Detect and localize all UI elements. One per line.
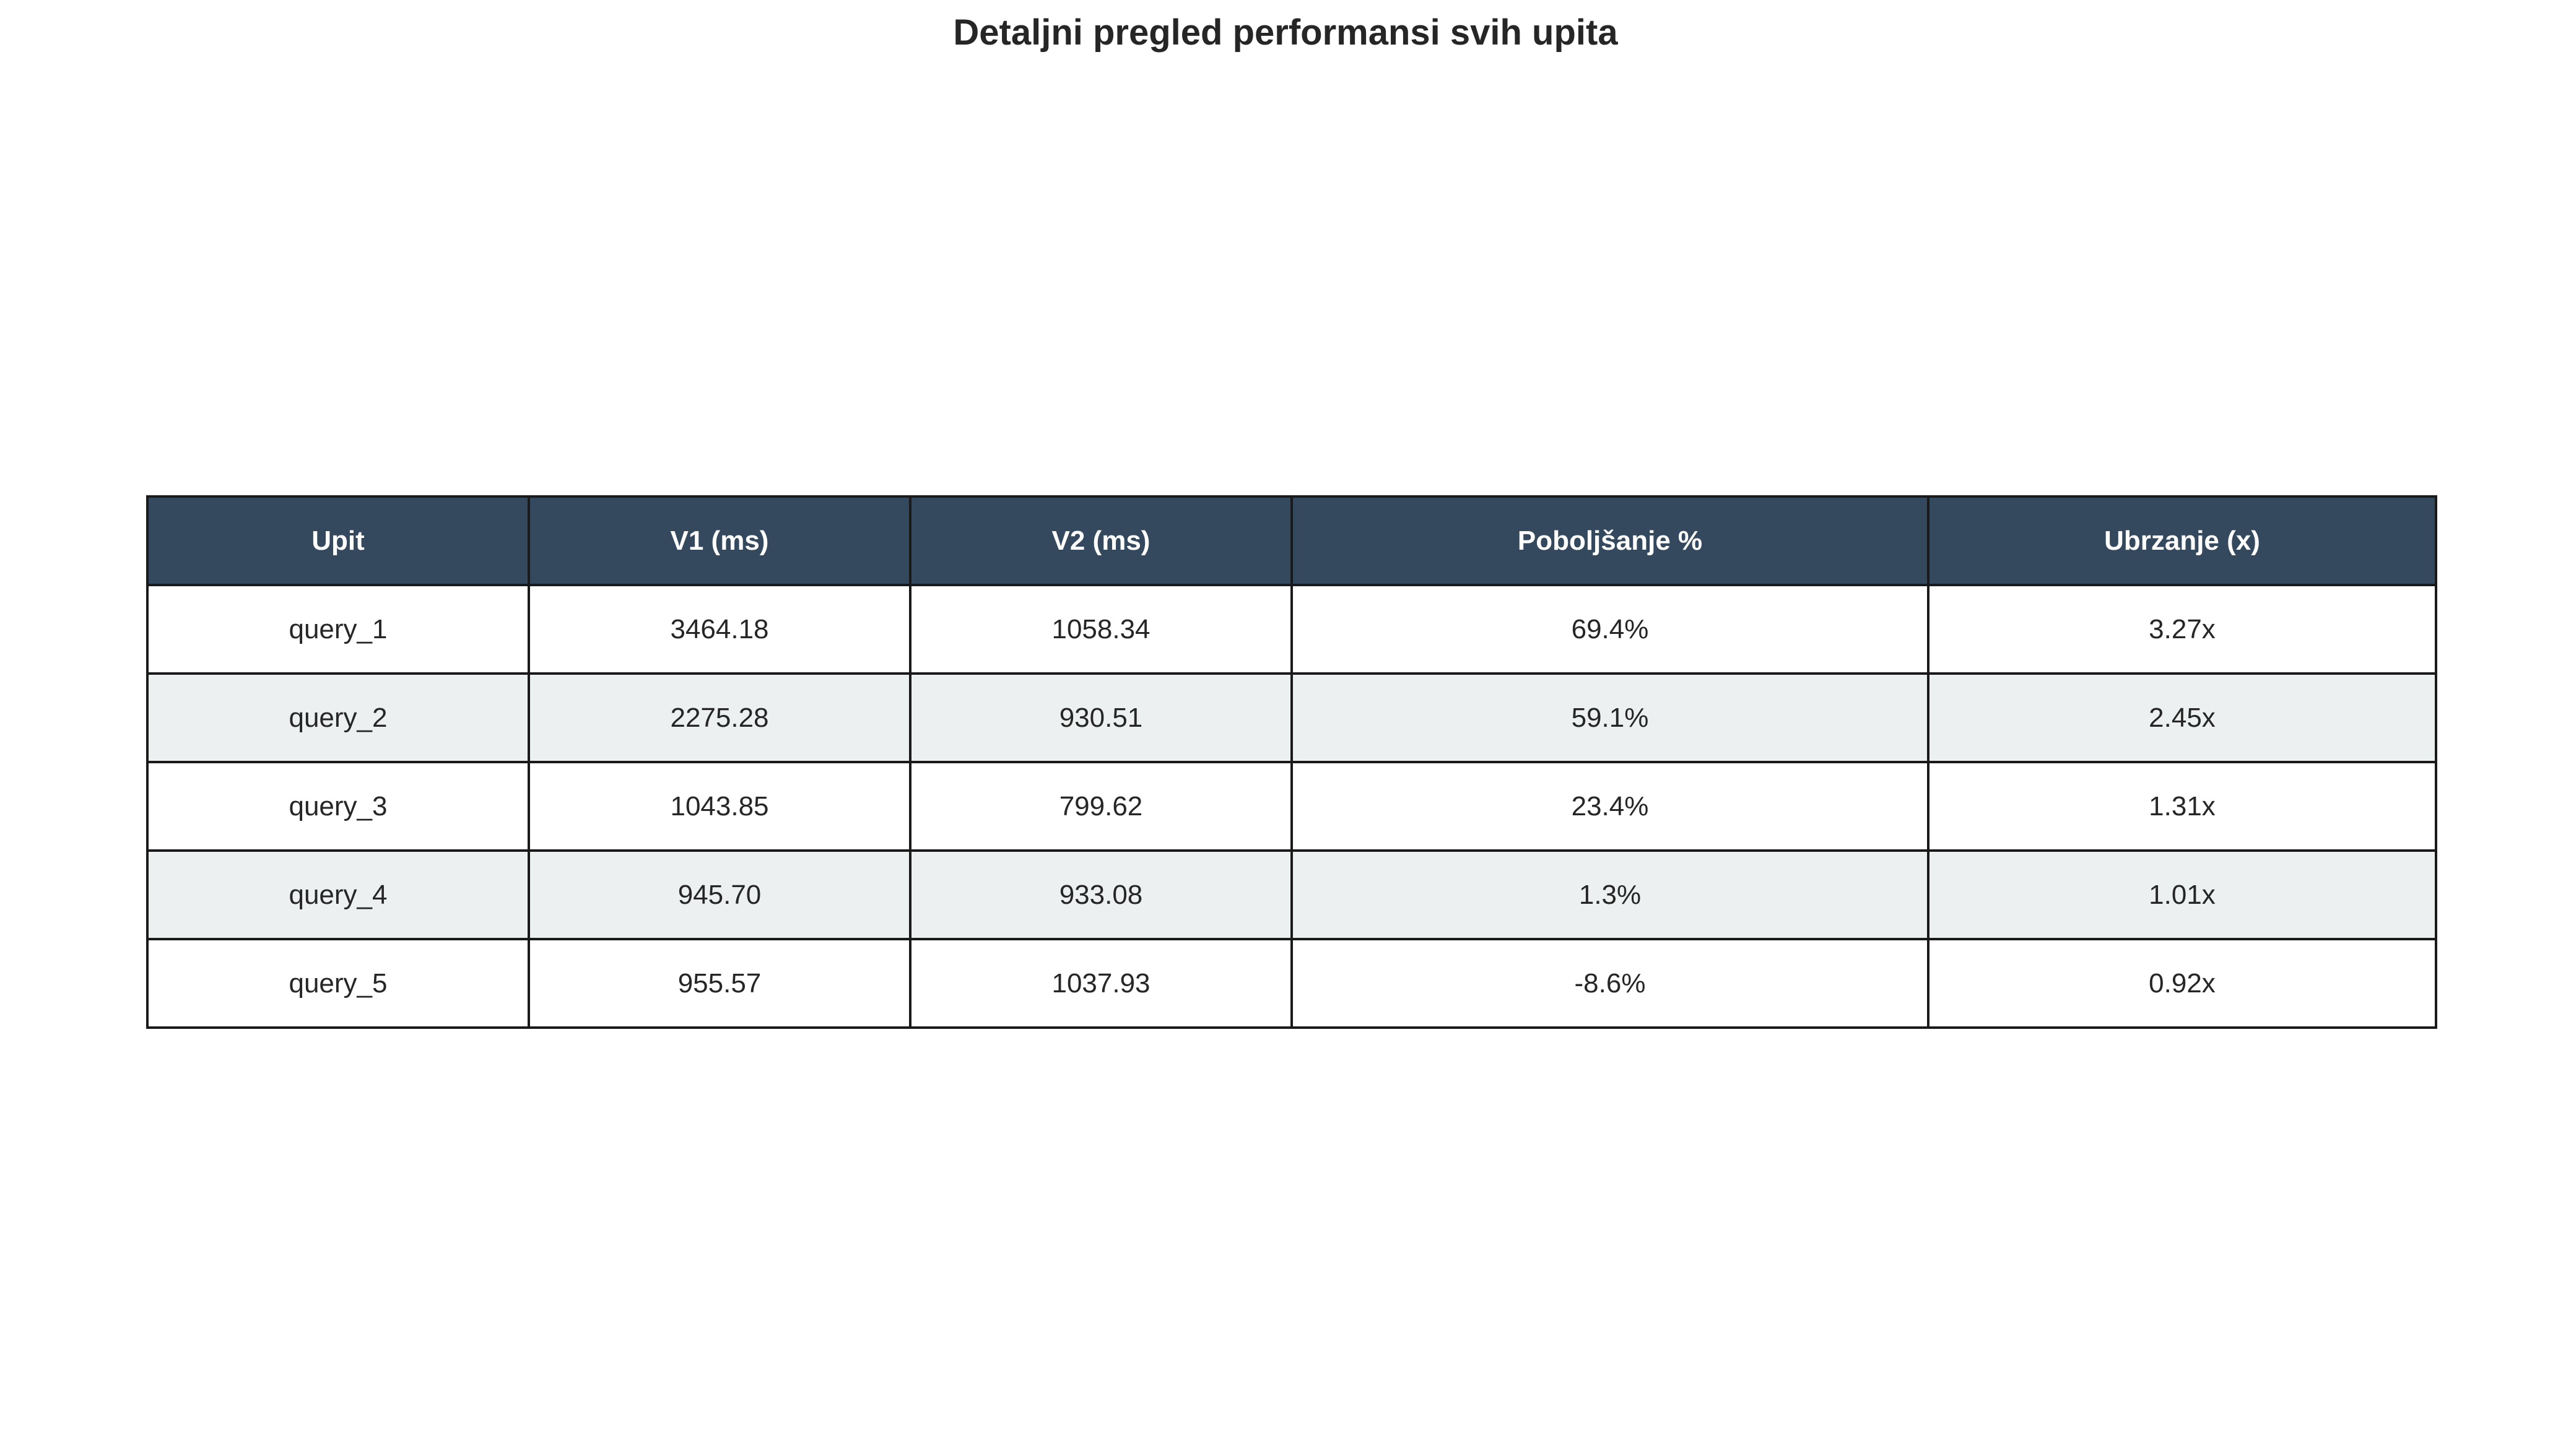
table-cell: 69.4%: [1290, 584, 1929, 675]
table-cell: 955.57: [528, 938, 911, 1029]
table-cell: 3464.18: [528, 584, 911, 675]
table-cell: 59.1%: [1290, 672, 1929, 763]
table-row: query_4 945.70 933.08 1.3% 1.01x: [146, 849, 2437, 940]
table-cell: query_1: [146, 584, 530, 675]
table-row: query_1 3464.18 1058.34 69.4% 3.27x: [146, 584, 2437, 675]
table-cell: 930.51: [909, 672, 1293, 763]
table-cell: query_4: [146, 849, 530, 940]
table-cell: 2.45x: [1927, 672, 2437, 763]
table-cell: 1058.34: [909, 584, 1293, 675]
table-cell: query_3: [146, 761, 530, 852]
table-cell: 2275.28: [528, 672, 911, 763]
table-cell: 1.3%: [1290, 849, 1929, 940]
table-row: query_5 955.57 1037.93 -8.6% 0.92x: [146, 938, 2437, 1029]
table-cell: 0.92x: [1927, 938, 2437, 1029]
table-header-row: Upit V1 (ms) V2 (ms) Poboljšanje % Ubrza…: [146, 495, 2437, 586]
column-header-v1: V1 (ms): [528, 495, 911, 586]
table-cell: 1043.85: [528, 761, 911, 852]
column-header-poboljsanje: Poboljšanje %: [1290, 495, 1929, 586]
table-cell: 945.70: [528, 849, 911, 940]
column-header-upit: Upit: [146, 495, 530, 586]
table-cell: query_2: [146, 672, 530, 763]
column-header-v2: V2 (ms): [909, 495, 1293, 586]
performance-table: Upit V1 (ms) V2 (ms) Poboljšanje % Ubrza…: [146, 495, 2437, 1029]
table-cell: -8.6%: [1290, 938, 1929, 1029]
table-cell: 1.31x: [1927, 761, 2437, 852]
chart-title: Detaljni pregled performansi svih upita: [953, 12, 1618, 53]
table-cell: 23.4%: [1290, 761, 1929, 852]
table-cell: 1.01x: [1927, 849, 2437, 940]
table-cell: 799.62: [909, 761, 1293, 852]
table-cell: 933.08: [909, 849, 1293, 940]
column-header-ubrzanje: Ubrzanje (x): [1927, 495, 2437, 586]
table-row: query_2 2275.28 930.51 59.1% 2.45x: [146, 672, 2437, 763]
table-cell: 1037.93: [909, 938, 1293, 1029]
table-row: query_3 1043.85 799.62 23.4% 1.31x: [146, 761, 2437, 852]
table-cell: query_5: [146, 938, 530, 1029]
table-cell: 3.27x: [1927, 584, 2437, 675]
